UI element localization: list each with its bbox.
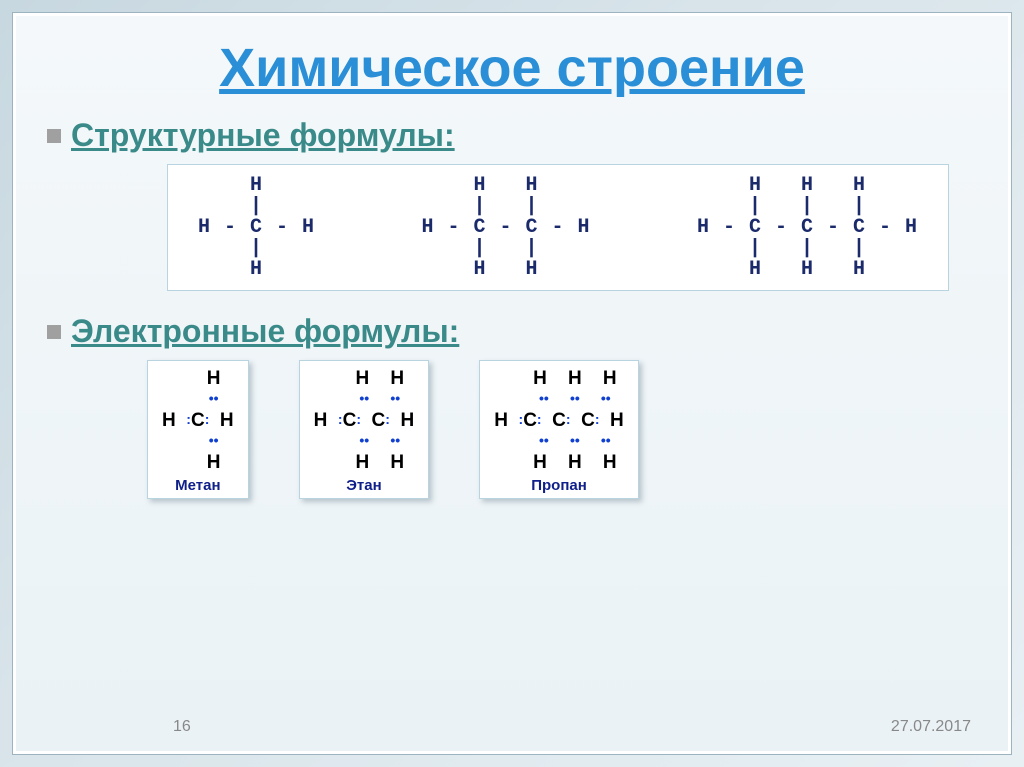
bullet-square-icon — [47, 129, 61, 143]
page-number: 16 — [173, 718, 191, 736]
electronic-methane-panel: H ••H :C: H •• H Метан — [147, 360, 249, 499]
structural-formulas-panel: H | H - C - H | H H H | | H - C - C - H … — [167, 164, 949, 291]
electronic-propane: H H H •• •• ••H :C: C: C: H •• •• •• H H… — [494, 369, 624, 473]
page-title: Химическое строение — [47, 37, 977, 99]
electronic-ethane-panel: H H •• ••H :C: C: H •• •• H H Этан — [299, 360, 430, 499]
electronic-ethane: H H •• ••H :C: C: H •• •• H H — [314, 369, 415, 473]
electronic-propane-panel: H H H •• •• ••H :C: C: C: H •• •• •• H H… — [479, 360, 639, 499]
electronic-ethane-caption: Этан — [314, 477, 415, 494]
structural-ethane: H H | | H - C - C - H | | H H — [421, 175, 590, 280]
electronic-propane-caption: Пропан — [494, 477, 624, 494]
bullet-square-icon — [47, 325, 61, 339]
subtitle-electronic-text: Электронные формулы: — [71, 313, 459, 350]
electronic-methane: H ••H :C: H •• H — [162, 369, 234, 473]
electronic-methane-caption: Метан — [162, 477, 234, 494]
slide-frame: Химическое строение Структурные формулы:… — [12, 12, 1012, 755]
subtitle-structural: Структурные формулы: — [47, 117, 977, 154]
slide-date: 27.07.2017 — [891, 718, 971, 736]
structural-propane: H H H | | | H - C - C - C - H | | | H H … — [697, 175, 918, 280]
structural-methane: H | H - C - H | H — [198, 175, 315, 280]
slide-footer: 16 27.07.2017 — [53, 718, 971, 736]
electronic-formulas-row: H ••H :C: H •• H Метан H H •• ••H :C: C: … — [147, 360, 977, 499]
subtitle-structural-text: Структурные формулы: — [71, 117, 455, 154]
subtitle-electronic: Электронные формулы: — [47, 313, 977, 350]
